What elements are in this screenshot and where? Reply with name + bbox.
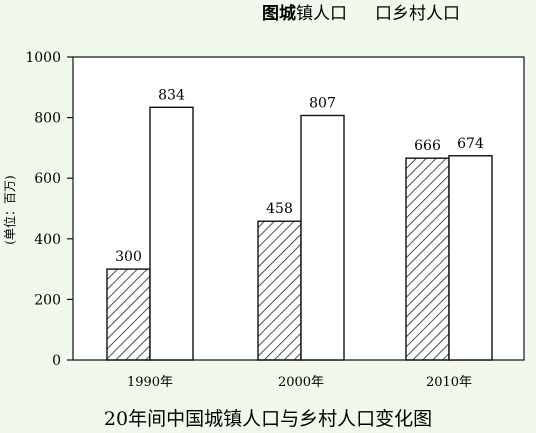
bars-group (106, 106, 493, 361)
y-tick-label: 200 (34, 292, 61, 308)
data-label: 300 (115, 249, 142, 265)
urban-bar (106, 268, 151, 361)
legend-hilite: 城 (279, 4, 296, 24)
chart-caption: 20年间中国城镇人口与乡村人口变化图 (104, 408, 432, 430)
x-category-label: 2000年 (278, 375, 324, 390)
data-labels-group: 300 834 458 807 666 674 (115, 87, 484, 265)
legend-rural: 口乡村人口 (375, 4, 460, 24)
urban-bar (257, 220, 302, 361)
y-tick-label: 0 (52, 353, 61, 369)
data-label: 674 (457, 136, 484, 152)
rural-bar (448, 155, 493, 361)
y-tick-label: 600 (34, 171, 61, 187)
y-tick-label: 800 (34, 111, 61, 127)
y-axis-label: (单位：百万) (2, 175, 17, 244)
y-tick-label: 1000 (25, 50, 61, 66)
data-label: 834 (158, 87, 185, 103)
y-tick-label: 400 (34, 232, 61, 248)
data-label: 666 (414, 138, 441, 154)
x-axis: 1990年 2000年 2010年 (127, 375, 472, 390)
rural-bar (300, 114, 345, 361)
x-category-label: 1990年 (127, 375, 173, 390)
legend-prefix: 图 (262, 4, 279, 24)
data-label: 807 (309, 95, 336, 111)
x-category-label: 2010年 (426, 375, 472, 390)
y-axis: 0 200 400 600 800 1000 (25, 50, 73, 369)
legend: 图城镇人口 口乡村人口 (262, 4, 460, 24)
rural-bar (149, 106, 194, 361)
legend-urban: 镇人口 (296, 4, 347, 24)
data-label: 458 (266, 201, 293, 217)
urban-bar (405, 157, 450, 361)
